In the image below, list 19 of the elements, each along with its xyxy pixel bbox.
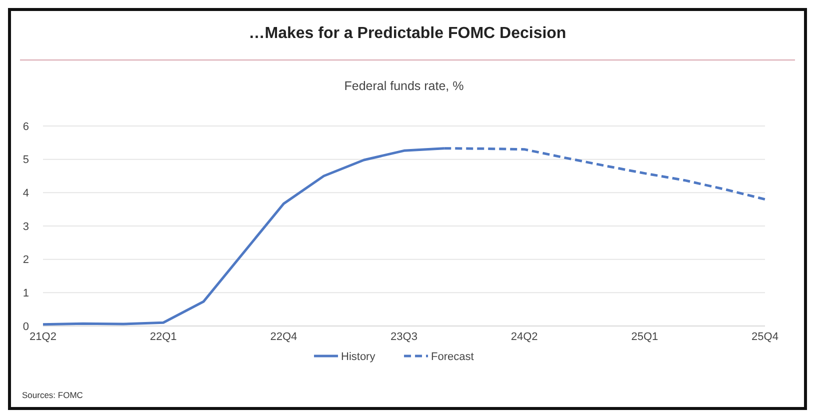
y-tick-label: 6	[22, 120, 29, 133]
chart-title: …Makes for a Predictable FOMC Decision	[248, 25, 566, 42]
legend-label: Forecast	[431, 350, 474, 363]
x-tick-label: 25Q1	[631, 331, 658, 343]
x-tick-label: 24Q2	[510, 331, 538, 343]
y-tick-label: 1	[22, 288, 29, 300]
y-tick-label: 4	[22, 188, 29, 200]
y-tick-label: 0	[22, 320, 29, 333]
source-note: Sources: FOMC	[22, 390, 83, 400]
x-tick-label: 22Q1	[150, 331, 177, 343]
legend-label: History	[341, 350, 376, 363]
x-tick-label: 23Q3	[390, 331, 418, 343]
x-tick-label: 25Q4	[752, 331, 778, 343]
y-tick-label: 3	[22, 220, 29, 233]
y-tick-label: 5	[22, 154, 29, 166]
x-tick-label: 21Q2	[30, 331, 56, 343]
chart-subtitle: Federal funds rate, %	[344, 79, 464, 93]
y-tick-label: 2	[22, 254, 29, 266]
x-tick-label: 22Q4	[270, 331, 298, 343]
